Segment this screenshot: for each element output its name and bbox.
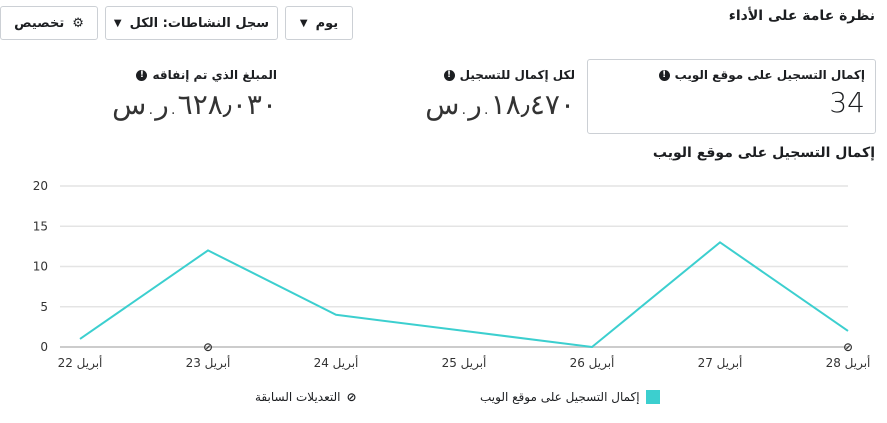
customize-button[interactable]: ⚙ تخصيص: [0, 6, 98, 40]
series-swatch: [645, 390, 660, 404]
series-line: [79, 241, 849, 349]
y-tick-label: 15: [33, 219, 48, 233]
y-tick-label: 10: [33, 260, 48, 274]
legend-edits[interactable]: ⊘ التعديلات السابقة: [255, 390, 357, 404]
period-dropdown[interactable]: يوم ▼: [285, 6, 353, 40]
customize-icon: ⚙: [72, 15, 84, 31]
edit-marker-icon: ⊘: [203, 340, 213, 354]
activity-filter-dropdown[interactable]: سجل النشاطات: الكل ▼: [105, 6, 278, 40]
x-tick-label: 23 أبريل: [186, 355, 231, 371]
info-icon[interactable]: !: [136, 69, 148, 81]
info-icon[interactable]: !: [443, 69, 455, 81]
x-tick-label: 24 أبريل: [314, 355, 359, 371]
y-tick-label: 0: [40, 340, 48, 354]
x-tick-label: 26 أبريل: [570, 355, 615, 371]
edit-marker-icon: ⊘: [346, 390, 357, 404]
metric-amount-spent: المبلغ الذي تم إنفاقه! ٦٢٨٫٠٣٠.ر.س: [112, 68, 277, 121]
x-tick-label: 22 أبريل: [58, 355, 103, 371]
metric-cost-per-registration: لكل إكمال للتسجيل! ١٨٫٤٧٠.ر.س: [425, 68, 575, 121]
x-tick-label: 25 أبريل: [442, 355, 487, 371]
edit-marker-icon: ⊘: [843, 340, 853, 354]
caret-down-icon: ▼: [299, 17, 308, 29]
y-tick-label: 5: [40, 300, 48, 314]
y-tick-label: 20: [33, 179, 48, 193]
legend-series[interactable]: إكمال التسجيل على موقع الويب: [480, 390, 660, 404]
chart-title: إكمال التسجيل على موقع الويب: [652, 145, 875, 161]
info-icon[interactable]: !: [658, 69, 670, 81]
x-tick-label: 27 أبريل: [698, 355, 743, 371]
metric-registrations[interactable]: إكمال التسجيل على موقع الويب! 34: [587, 59, 876, 134]
x-tick-label: 28 أبريل: [826, 355, 871, 371]
page-title: نظرة عامة على الأداء: [728, 8, 875, 24]
caret-down-icon: ▼: [113, 17, 122, 29]
